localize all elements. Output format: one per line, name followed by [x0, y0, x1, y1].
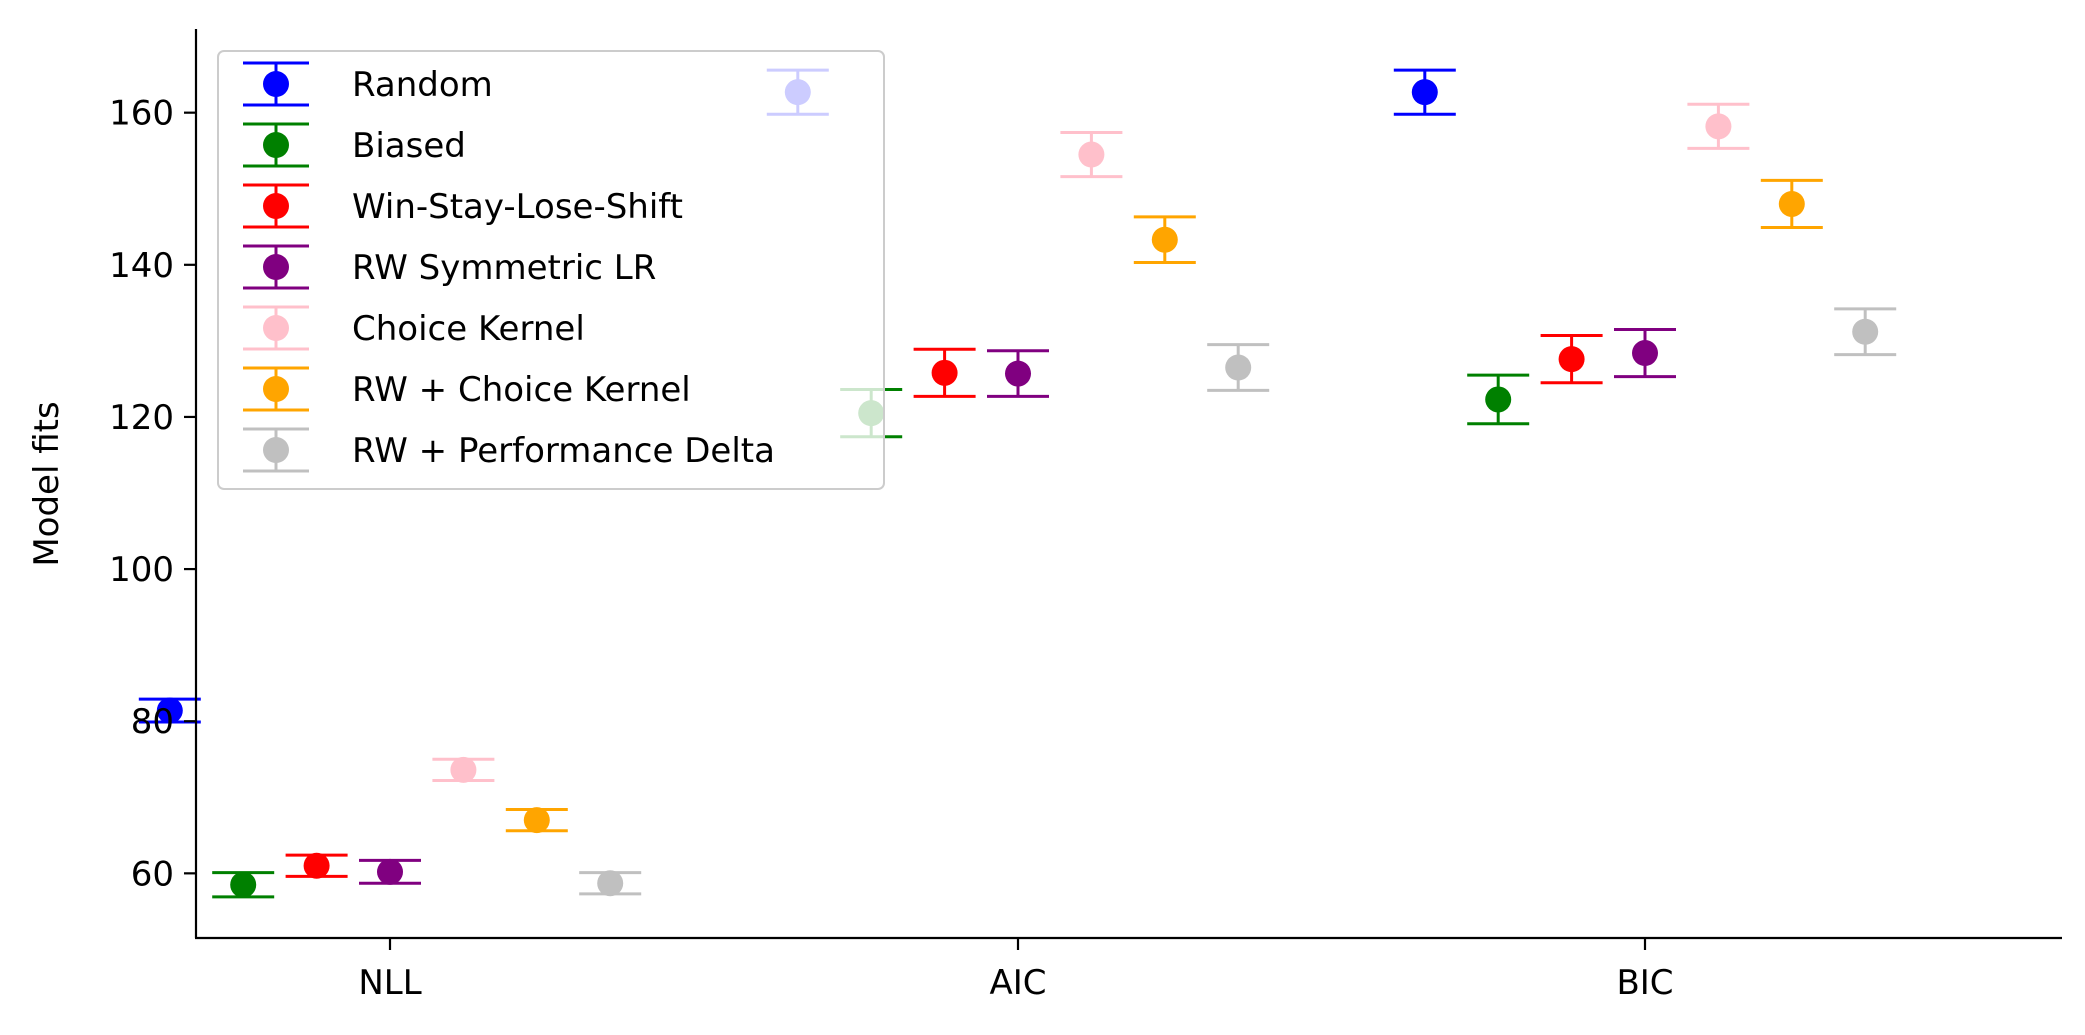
series-win-stay-lose-shift [285, 334, 1603, 879]
legend-marker [263, 71, 289, 97]
series-rw-choice-kernel [505, 178, 1823, 834]
legend-entry: RW + Choice Kernel [243, 366, 691, 412]
x-ticks: NLL AIC BIC [358, 938, 1674, 1003]
y-ticks: 60 80 100 120 140 160 [109, 94, 196, 894]
axes [194, 29, 2062, 940]
legend-label: RW Symmetric LR [352, 248, 656, 288]
data-point [1151, 226, 1178, 253]
legend: Random Biased Win-Stay-Lose-Shift RW Symmet… [217, 50, 885, 490]
data-point [1411, 79, 1438, 106]
legend-label: Win-Stay-Lose-Shift [352, 187, 683, 227]
legend-marker [263, 376, 289, 402]
legend-entry: Win-Stay-Lose-Shift [243, 183, 683, 229]
y-tick-label: 120 [109, 398, 174, 438]
data-point [1558, 346, 1585, 373]
legend-entries: Random Biased Win-Stay-Lose-Shift RW Symmet… [243, 61, 775, 473]
y-axis-label: Model fits [27, 401, 67, 566]
data-point [230, 871, 257, 898]
data-point [377, 858, 403, 885]
data-point [523, 807, 550, 834]
legend-marker [263, 132, 289, 158]
legend-label: Choice Kernel [352, 309, 585, 349]
data-point [1078, 141, 1105, 168]
legend-entry: Choice Kernel [243, 305, 585, 351]
legend-marker [263, 437, 289, 463]
x-tick-label: BIC [1616, 963, 1673, 1003]
y-tick-label: 80 [131, 702, 174, 742]
y-tick-label: 60 [131, 854, 174, 894]
x-tick-label: AIC [989, 963, 1046, 1003]
y-tick-label: 100 [109, 550, 174, 590]
data-point [931, 359, 958, 386]
series-rw-symmetric-lr [359, 327, 1676, 885]
data-point [1485, 386, 1512, 413]
data-point [1705, 113, 1732, 140]
legend-frame [217, 50, 885, 490]
legend-entry: Biased [243, 122, 466, 168]
series-rw-performance-delta [579, 307, 1897, 897]
data-point [597, 870, 624, 897]
data-point [156, 697, 183, 724]
data-point [1005, 360, 1031, 387]
data-point [1225, 354, 1252, 381]
data-point [1632, 340, 1658, 367]
legend-entry: RW + Performance Delta [243, 427, 775, 473]
y-tick-label: 140 [109, 246, 174, 286]
legend-label: Biased [352, 126, 466, 166]
data-point [1852, 318, 1879, 345]
y-tick-label: 160 [109, 94, 174, 134]
data-point [303, 852, 330, 879]
series-choice-kernel [432, 102, 1750, 783]
legend-marker [263, 254, 289, 280]
legend-label: Random [352, 65, 493, 105]
legend-entry: RW Symmetric LR [243, 244, 656, 290]
data-point [450, 756, 477, 783]
legend-entry: Random [243, 61, 493, 107]
legend-marker [263, 315, 289, 341]
data-point [1778, 190, 1805, 217]
legend-label: RW + Choice Kernel [352, 370, 691, 410]
x-tick-label: NLL [358, 963, 421, 1003]
legend-marker [263, 193, 289, 219]
legend-label: RW + Performance Delta [352, 431, 775, 471]
